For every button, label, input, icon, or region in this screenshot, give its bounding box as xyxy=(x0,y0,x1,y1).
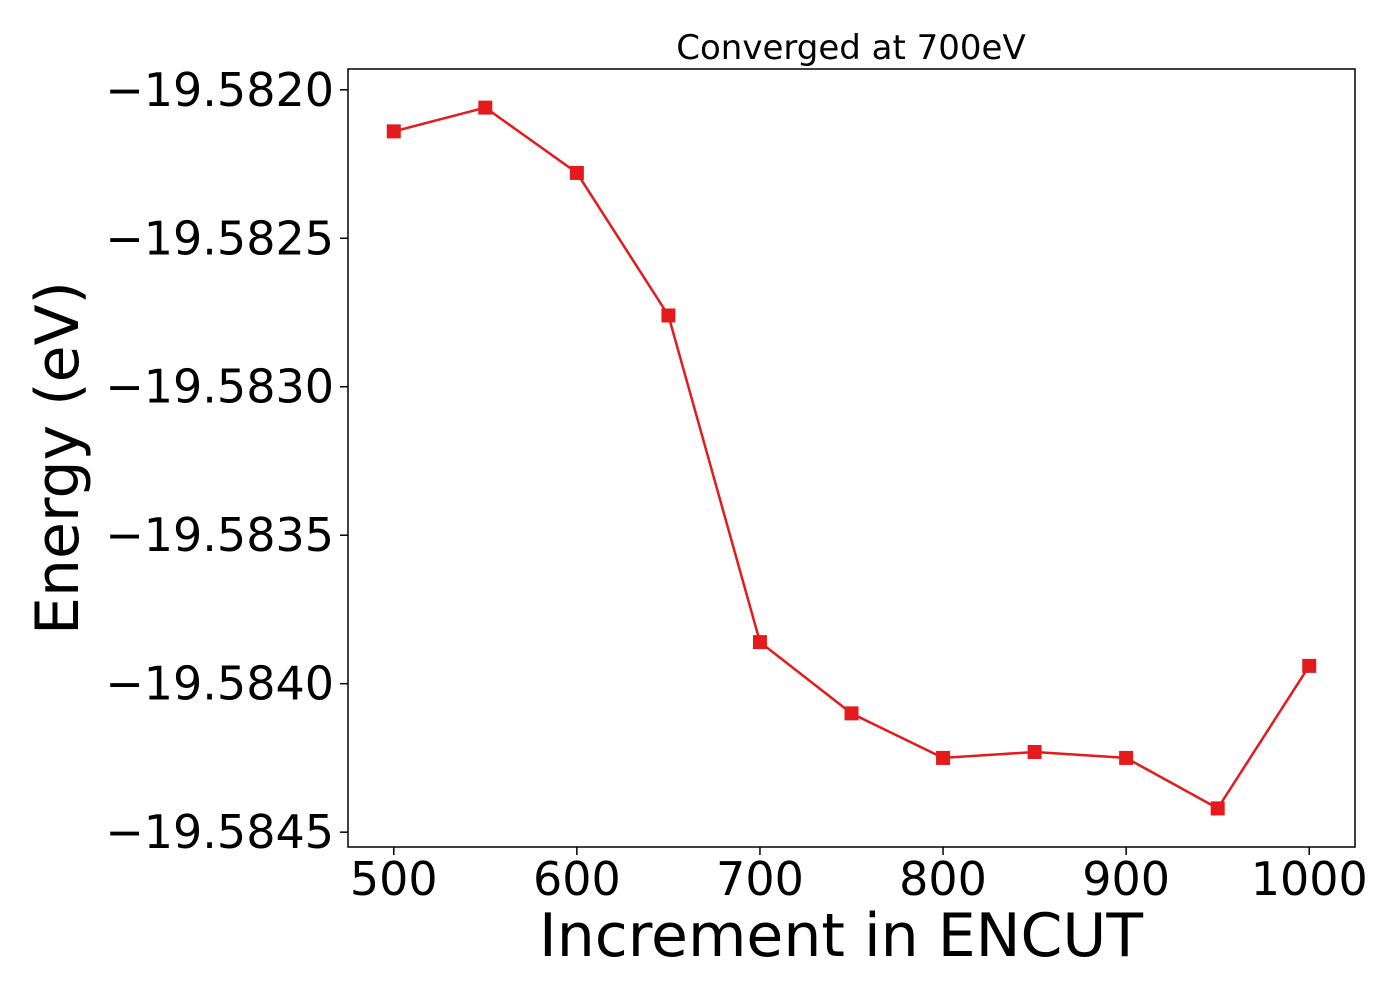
x-tick-label: 1000 xyxy=(1251,852,1368,906)
chart-title: Converged at 700eV xyxy=(676,28,1025,68)
y-axis: −19.5820 −19.5825 −19.5830 −19.5835 −19.5840… xyxy=(105,63,348,859)
data-point-marker xyxy=(1210,801,1225,816)
data-point-marker xyxy=(569,165,584,180)
x-tick-label: 900 xyxy=(1082,852,1170,906)
data-point-marker xyxy=(661,308,676,323)
y-tick-label: −19.5845 xyxy=(105,805,334,859)
series-layer xyxy=(386,100,1317,816)
y-tick-label: −19.5820 xyxy=(105,63,334,117)
data-point-marker xyxy=(386,124,401,139)
series-line xyxy=(393,106,1311,811)
y-tick-label: −19.5835 xyxy=(105,508,334,562)
x-tick-label: 700 xyxy=(716,852,804,906)
data-point-marker xyxy=(936,750,951,765)
data-point-marker xyxy=(1119,750,1134,765)
y-tick-label: −19.5830 xyxy=(105,360,334,414)
x-tick-label: 800 xyxy=(899,852,987,906)
y-tick-label: −19.5825 xyxy=(105,211,334,265)
data-point-marker xyxy=(844,706,859,721)
x-axis: 500 600 700 800 900 1000 xyxy=(350,847,1368,906)
y-axis-label: Energy (eV) xyxy=(23,281,93,635)
data-point-marker xyxy=(478,100,493,115)
y-tick-label: −19.5840 xyxy=(105,657,334,711)
x-axis-label: Increment in ENCUT xyxy=(539,901,1143,971)
data-point-marker xyxy=(1027,744,1042,759)
plot-area-frame xyxy=(347,68,1356,848)
data-point-marker xyxy=(1302,658,1317,673)
data-point-marker xyxy=(752,635,767,650)
x-tick-label: 600 xyxy=(533,852,621,906)
x-tick-label: 500 xyxy=(350,852,438,906)
